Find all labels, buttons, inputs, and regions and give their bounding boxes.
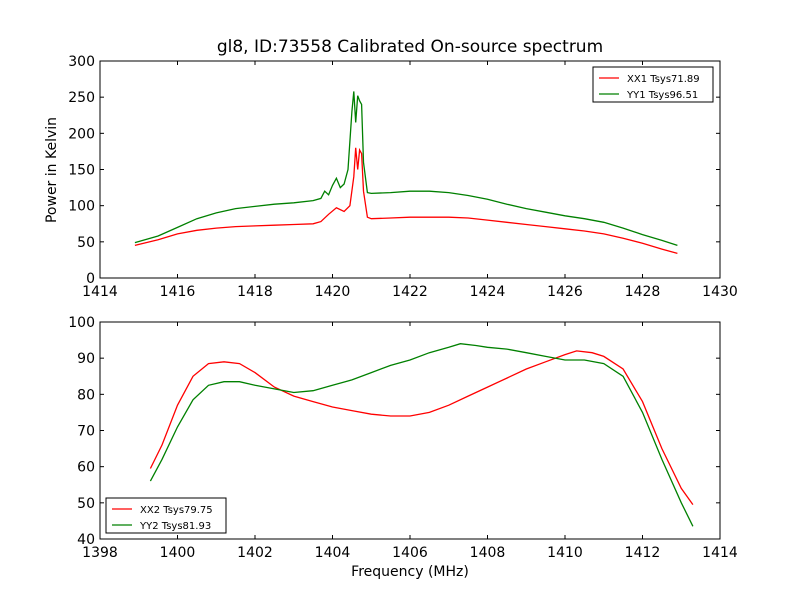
bottom-series-line-2 — [149, 343, 694, 527]
top-x-tick-label: 1428 — [625, 284, 661, 300]
bottom-x-tick-label: 1408 — [470, 545, 506, 561]
bottom-x-axis-label: Frequency (MHz) — [351, 564, 469, 580]
top-series-line-1 — [134, 147, 678, 255]
chart-title: gl8, ID:73558 Calibrated On-source spect… — [217, 37, 603, 57]
top-x-tick-label: 1422 — [392, 284, 428, 300]
bottom-panel: 1398 1400 1402 1404 1406 1408 1410 1412 1414 40 50… — [68, 315, 738, 561]
bottom-legend-label-2: YY2 Tsys81.93 — [139, 521, 211, 532]
bottom-y-tick-label: 40 — [77, 532, 95, 548]
top-panel: 1414 1416 1418 1420 1422 1424 1426 1428 1430 0 50 1… — [68, 54, 738, 300]
top-y-tick-label: 200 — [68, 126, 95, 142]
bottom-x-tick-label: 1412 — [625, 545, 661, 561]
top-x-tick-label: 1418 — [237, 284, 273, 300]
top-legend-label-1: XX1 Tsys71.89 — [627, 74, 700, 85]
top-y-tick-label: 250 — [68, 90, 95, 106]
top-y-tick-label: 50 — [77, 235, 95, 251]
bottom-legend-label-1: XX2 Tsys79.75 — [140, 505, 213, 516]
top-legend: XX1 Tsys71.89 YY1 Tsys96.51 — [592, 66, 714, 103]
bottom-y-tick-label: 50 — [77, 496, 95, 512]
top-x-tick-label: 1430 — [702, 284, 738, 300]
bottom-x-tick-label: 1414 — [702, 545, 738, 561]
top-x-tick-label: 1414 — [82, 284, 118, 300]
bottom-legend: XX2 Tsys79.75 YY2 Tsys81.93 — [105, 497, 227, 534]
bottom-x-tick-label: 1406 — [392, 545, 428, 561]
top-legend-box — [592, 66, 714, 103]
top-y-tick-label: 150 — [68, 163, 95, 179]
bottom-x-tick-label: 1400 — [160, 545, 196, 561]
bottom-x-tick-label: 1398 — [82, 545, 118, 561]
top-series-line-2 — [134, 91, 678, 247]
top-x-tick-label: 1420 — [315, 284, 351, 300]
bottom-legend-box — [105, 497, 227, 534]
top-legend-label-2: YY1 Tsys96.51 — [626, 90, 698, 101]
bottom-x-tick-label: 1404 — [315, 545, 351, 561]
bottom-y-tick-label: 100 — [68, 315, 95, 331]
top-y-tick-label: 100 — [68, 199, 95, 215]
bottom-y-tick-label: 80 — [77, 387, 95, 403]
top-y-tick-label: 300 — [68, 54, 95, 70]
bottom-series-line-1 — [149, 350, 694, 505]
top-y-axis-label: Power in Kelvin — [44, 117, 60, 223]
top-x-tick-label: 1416 — [160, 284, 196, 300]
bottom-x-tick-label: 1410 — [547, 545, 583, 561]
top-x-tick-label: 1426 — [547, 284, 583, 300]
bottom-y-tick-label: 60 — [77, 460, 95, 476]
bottom-y-tick-label: 70 — [77, 424, 95, 440]
bottom-y-tick-label: 90 — [77, 351, 95, 367]
top-y-tick-label: 0 — [86, 271, 95, 287]
top-x-tick-label: 1424 — [470, 284, 506, 300]
bottom-x-tick-label: 1402 — [237, 545, 273, 561]
